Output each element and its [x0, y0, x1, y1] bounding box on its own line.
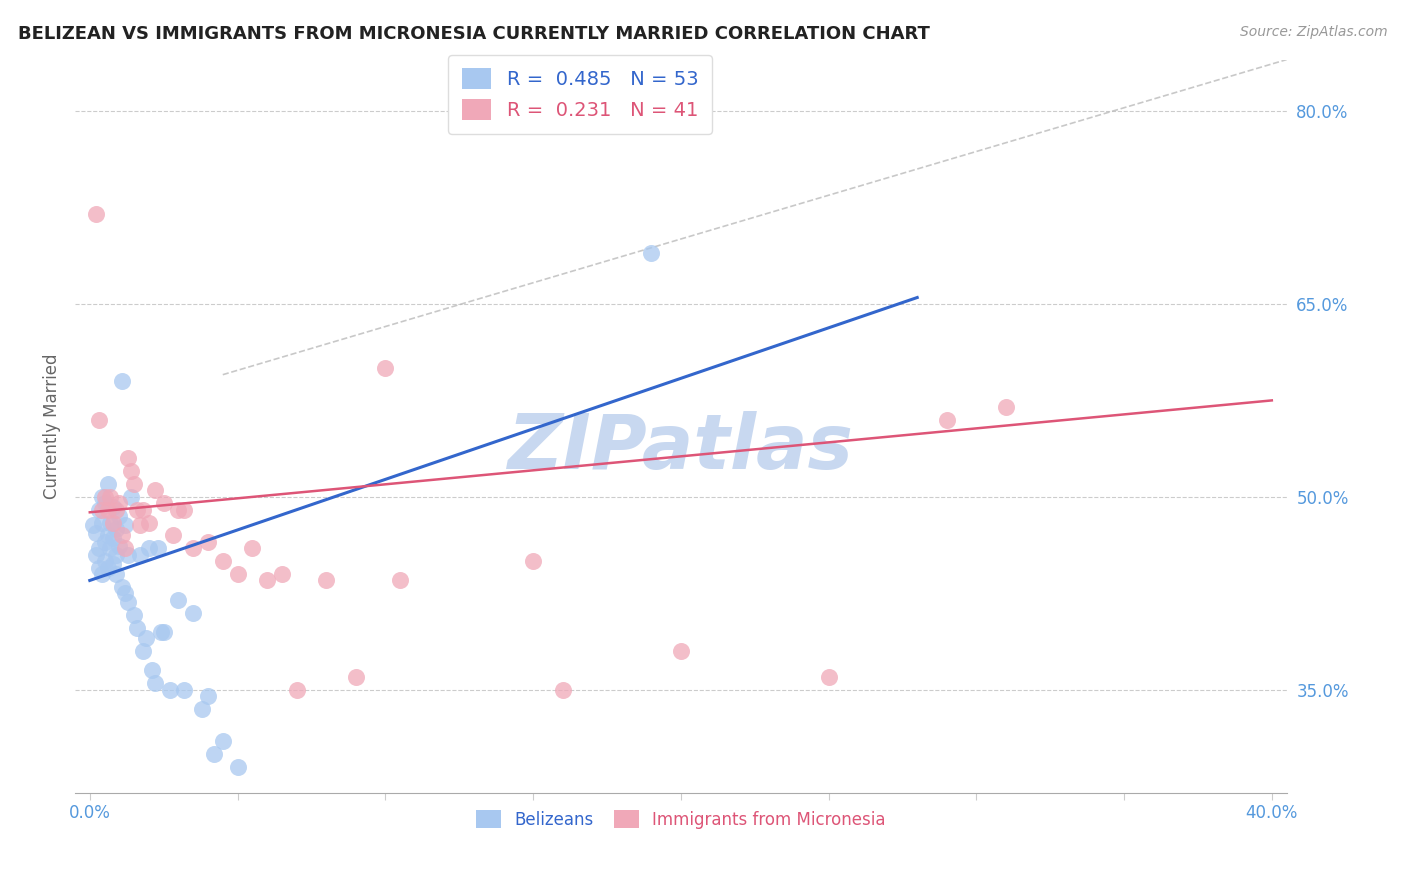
Point: [344, 670, 367, 684]
Point: [138, 541, 160, 556]
Legend: Belizeans, Immigrants from Micronesia: Belizeans, Immigrants from Micronesia: [470, 804, 893, 836]
Point: [90, 490, 112, 504]
Point: [167, 592, 190, 607]
Point: [551, 682, 574, 697]
Point: [143, 676, 166, 690]
Point: [82, 518, 104, 533]
Point: [108, 496, 131, 510]
Point: [93, 496, 115, 510]
Point: [152, 624, 174, 639]
Point: [122, 477, 145, 491]
Point: [90, 516, 112, 530]
Text: ZIPatlas: ZIPatlas: [508, 411, 853, 485]
Point: [181, 541, 204, 556]
Point: [105, 522, 128, 536]
Point: [226, 760, 249, 774]
Point: [100, 541, 122, 556]
Point: [105, 567, 128, 582]
Point: [103, 500, 125, 515]
Point: [285, 682, 308, 697]
Point: [143, 483, 166, 498]
Point: [138, 516, 160, 530]
Point: [240, 541, 263, 556]
Point: [315, 574, 337, 588]
Point: [87, 413, 110, 427]
Point: [159, 682, 181, 697]
Point: [100, 490, 122, 504]
Point: [374, 361, 396, 376]
Point: [96, 502, 118, 516]
Point: [84, 548, 107, 562]
Point: [197, 534, 219, 549]
Point: [132, 502, 155, 516]
Point: [93, 554, 115, 568]
Point: [100, 516, 122, 530]
Point: [90, 502, 112, 516]
Point: [149, 624, 172, 639]
Point: [105, 548, 128, 562]
Point: [114, 586, 136, 600]
Point: [111, 528, 134, 542]
Point: [93, 490, 115, 504]
Point: [90, 567, 112, 582]
Point: [132, 644, 155, 658]
Point: [191, 702, 214, 716]
Point: [111, 580, 134, 594]
Point: [129, 548, 152, 562]
Point: [935, 413, 957, 427]
Point: [122, 608, 145, 623]
Text: BELIZEAN VS IMMIGRANTS FROM MICRONESIA CURRENTLY MARRIED CORRELATION CHART: BELIZEAN VS IMMIGRANTS FROM MICRONESIA C…: [18, 25, 931, 43]
Point: [167, 502, 190, 516]
Point: [96, 560, 118, 574]
Point: [103, 516, 125, 530]
Point: [114, 518, 136, 533]
Point: [173, 502, 195, 516]
Point: [105, 502, 128, 516]
Point: [146, 541, 169, 556]
Point: [84, 525, 107, 540]
Point: [141, 664, 163, 678]
Point: [162, 528, 184, 542]
Point: [84, 207, 107, 221]
Point: [120, 490, 142, 504]
Point: [96, 528, 118, 542]
Point: [117, 595, 139, 609]
Point: [108, 539, 131, 553]
Point: [87, 541, 110, 556]
Point: [125, 502, 148, 516]
Point: [226, 567, 249, 582]
Point: [640, 245, 662, 260]
Point: [114, 541, 136, 556]
Y-axis label: Currently Married: Currently Married: [44, 353, 60, 499]
Point: [129, 518, 152, 533]
Point: [256, 574, 278, 588]
Point: [994, 400, 1017, 414]
Point: [103, 531, 125, 545]
Point: [270, 567, 292, 582]
Point: [117, 548, 139, 562]
Point: [522, 554, 544, 568]
Point: [202, 747, 225, 761]
Point: [817, 670, 839, 684]
Point: [181, 606, 204, 620]
Point: [197, 689, 219, 703]
Point: [96, 477, 118, 491]
Point: [93, 534, 115, 549]
Point: [211, 734, 233, 748]
Point: [135, 632, 157, 646]
Point: [669, 644, 692, 658]
Point: [108, 509, 131, 524]
Point: [125, 621, 148, 635]
Point: [87, 560, 110, 574]
Point: [389, 574, 412, 588]
Point: [103, 557, 125, 571]
Point: [152, 496, 174, 510]
Point: [111, 374, 134, 388]
Point: [173, 682, 195, 697]
Point: [117, 451, 139, 466]
Text: Source: ZipAtlas.com: Source: ZipAtlas.com: [1240, 25, 1388, 39]
Point: [120, 464, 142, 478]
Point: [87, 502, 110, 516]
Point: [211, 554, 233, 568]
